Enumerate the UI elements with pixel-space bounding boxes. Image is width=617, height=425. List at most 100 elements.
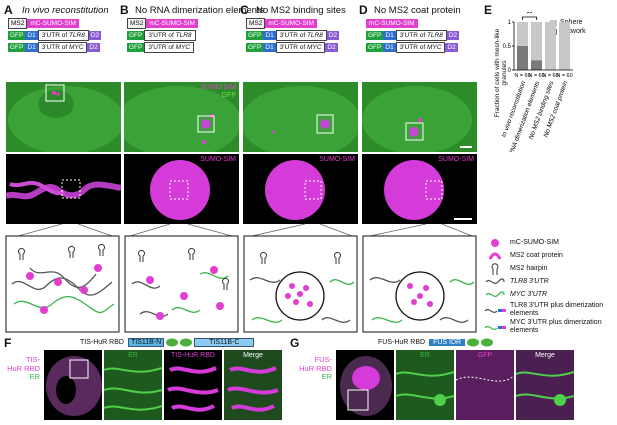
panel-b-constructs: MS2 mC-SUMO-SIM GFP 3'UTR of TLR8 GFP 3'UTR… [127,18,237,53]
legend-coat-protein: MS2 coat protein [484,249,616,262]
n-label: N = 60 [514,73,530,79]
panel-g-t2: GFP [477,352,493,359]
legend-myc: MYC 3'UTR [484,288,616,301]
y-tick-label: 1 [508,20,512,26]
y-tick-label: 0.5 [503,44,512,50]
panel-d-title: No MS2 coat protein [374,5,461,16]
merge-image [224,350,282,420]
grey-wave-icon [485,277,505,284]
panel-g-er: ER [395,350,455,420]
panel-a-title: In vivo reconstitution [22,5,109,16]
panel-g-merge: Merge [515,350,575,420]
construct-row: MS2 mC-SUMO-SIM [246,18,356,29]
panel-d-constructs: mC-SUMO-SIM GFP D1 3'UTR of TLR8 D2 GFP D1 3'… [366,19,476,53]
bar-sphere [517,22,528,46]
n-label: N = 60 [556,73,572,79]
er-network-image [103,350,163,420]
rrm-domains-icon [467,338,494,347]
panel-b-letter: B [120,3,129,17]
panel-f-letter: F [4,336,12,350]
bar-sphere [545,22,556,70]
legend-hairpin: MS2 hairpin [484,262,616,275]
sphere-granule [150,160,210,220]
significance-stars: ** [526,12,533,18]
er-network-image [395,350,455,420]
construct-row: GFP D1 3'UTR of TLR8 D2 [8,30,102,41]
cell-image [241,86,361,158]
sphere-granule [384,160,472,220]
legend-tlr8: TLR8 3'UTR [484,275,616,288]
n-label: N = 60 [542,73,558,79]
panel-c-letter: C [240,3,249,17]
cell-image [8,84,124,154]
construct-row: MS2 mC-SUMO-SIM [127,18,237,29]
merge-image [515,350,575,420]
zoom-d-sphere: SUMO-SIM [362,154,477,224]
panel-a-constructs: MS2 mC-SUMO-SIM GFP D1 3'UTR of TLR8 D2 GFP D… [8,18,118,53]
construct-row: GFP D1 3'UTR of MYC D2 [366,42,458,53]
construct-row: GFP D1 3'UTR of TLR8 D2 [246,30,340,41]
panel-f-merge: Merge [224,350,282,420]
panel-f-er: ER [103,350,163,420]
channel-label-gfp: GFP [221,92,236,99]
micrograph-a-cell [6,82,124,154]
coat-protein-icon [488,252,502,260]
panel-g-side-label: FUS- HuR RBD ER [299,355,332,381]
hairpin-icon [491,262,499,275]
y-tick-label: 0 [508,68,512,74]
channel-label-sumo: SUMO-SIM [200,156,236,163]
green-wave-icon [485,290,505,297]
sphere-granule [265,160,325,220]
panel-f-cell-image [44,350,102,420]
panel-c-constructs: MS2 mC-SUMO-SIM GFP D1 3'UTR of TLR8 D2 GFP D… [246,18,356,53]
panel-g-letter: G [290,336,300,350]
panel-e-letter: E [484,3,493,17]
tis-granule-image [167,366,219,412]
bar-sphere [531,22,542,61]
panel-g-construct: FUS-HuR RBD FUS IDR [378,338,495,347]
micrograph-d-cell [362,82,477,154]
zoom-a-network [4,154,122,224]
panel-f-side-label: TIS- HuR RBD ER [7,355,40,381]
cell-image [362,86,472,154]
panel-g-cell-image [336,350,394,420]
panel-f-tis: TIS-HuR RBD [164,350,222,420]
green-wave-dim-icon [484,325,506,330]
bar-sphere [559,22,570,70]
channel-label-sumo: SUMO-SIM [319,156,355,163]
channel-label-sumo: SUMO-SIM [200,84,236,91]
bar-network [531,60,542,70]
construct-row: GFP 3'UTR of MYC [127,42,237,53]
panel-f-t2: TIS-HuR RBD [171,352,215,359]
panel-a-letter: A [4,3,13,17]
panel-f-t3: Merge [243,352,263,359]
rrm-domains-icon [166,338,193,347]
panel-g-t1: ER [420,352,430,359]
construct-row: GFP D1 3'UTR of MYC D2 [246,42,338,53]
zoom-b-sphere: SUMO-SIM [124,154,239,224]
magenta-dot-icon [491,238,499,247]
panel-c-title: No MS2 binding sites [256,5,346,16]
n-label: N = 60 [528,73,544,79]
cell-merge-image [340,356,392,416]
panel-e-chart: Sphere Network Fraction of cells with me… [494,12,614,152]
panel-b-title: No RNA dimerization elements [135,5,265,16]
construct-row: MS2 mC-SUMO-SIM [8,18,118,29]
panel-g-t3: Merge [535,352,555,359]
construct-row: GFP 3'UTR of TLR8 [127,30,237,41]
panel-f-construct: TIS-HuR RBD TIS11B-N TIS11B-C [80,338,255,347]
schematic-row [5,224,477,333]
legend-myc-dim: MYC 3'UTR plus dimerization elements [484,318,616,335]
construct-row: GFP D1 3'UTR of MYC D2 [8,42,100,53]
construct-row: GFP D1 3'UTR of TLR8 D2 [366,30,460,41]
legend-mc-sumo-sim: mC-SUMO-SIM [484,236,616,249]
grey-wave-dim-icon [484,308,506,313]
legend-tlr8-dim: TLR8 3'UTR plus dimerization elements [484,301,616,318]
construct-row: mC-SUMO-SIM [366,19,476,28]
panel-d-letter: D [359,3,368,17]
cell-image [117,86,241,158]
network-granule [4,179,122,200]
channel-label-sumo: SUMO-SIM [438,156,474,163]
panel-g-gfp: GFP [455,350,515,420]
